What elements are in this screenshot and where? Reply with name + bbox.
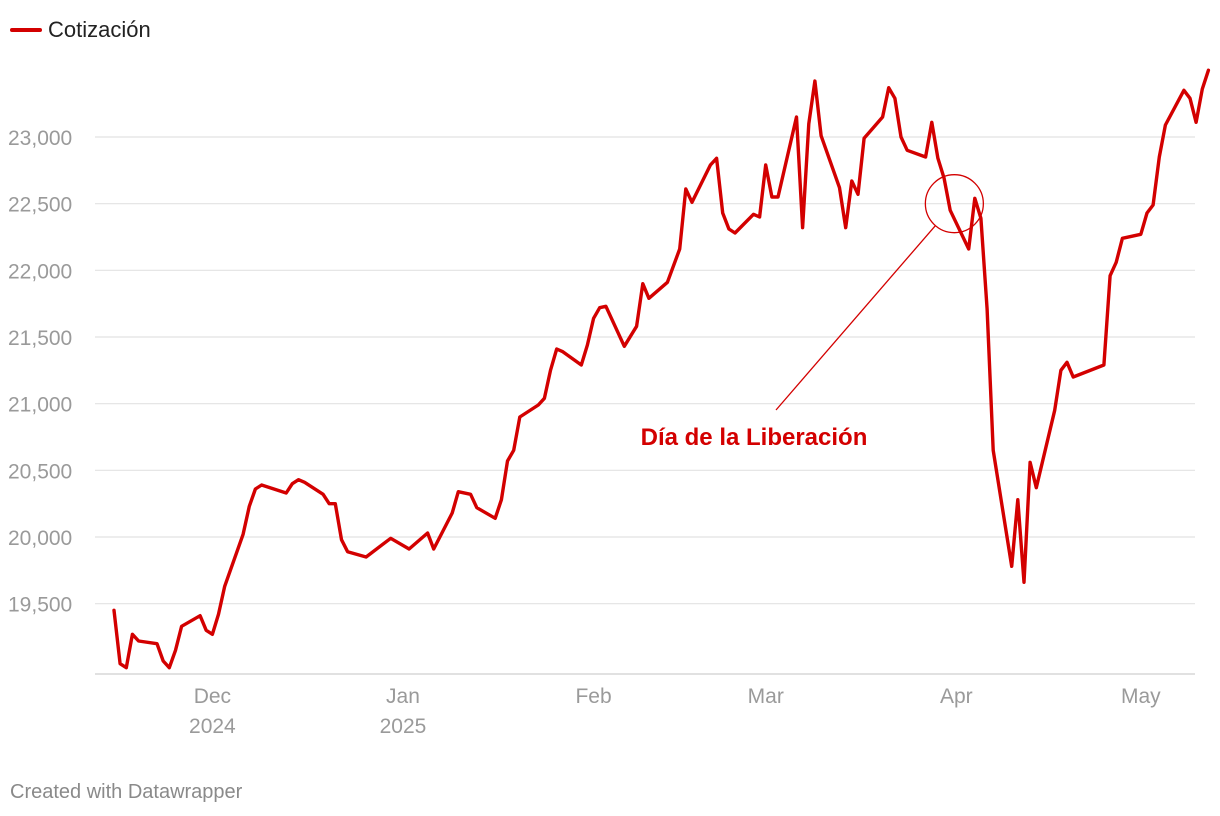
x-tick-label: Jan bbox=[386, 685, 420, 708]
gridlines bbox=[95, 136, 1195, 675]
x-tick-label: Mar bbox=[748, 685, 784, 708]
x-tick-sublabel: 2025 bbox=[380, 715, 427, 738]
x-tick-label: Apr bbox=[940, 685, 973, 708]
y-tick-label: 20,000 bbox=[8, 527, 72, 550]
series-line bbox=[112, 68, 1211, 670]
y-tick-label: 21,500 bbox=[8, 327, 72, 350]
y-axis: 19,500 20,000 20,500 21,000 21,500 22,000 22,5… bbox=[8, 127, 72, 617]
series-layer bbox=[112, 68, 1211, 670]
annotation: Día de la Liberación bbox=[641, 174, 985, 451]
y-tick-label: 22,500 bbox=[8, 194, 72, 217]
x-tick-label: Dec bbox=[194, 685, 231, 708]
legend-label: Cotización bbox=[48, 17, 151, 42]
y-tick-label: 20,500 bbox=[8, 460, 72, 483]
annotation-label: Día de la Liberación bbox=[641, 424, 868, 451]
x-tick-label: Feb bbox=[575, 685, 611, 708]
y-tick-label: 21,000 bbox=[8, 394, 72, 417]
credit-text: Created with Datawrapper bbox=[10, 781, 243, 803]
annotation-leader-line bbox=[775, 225, 936, 411]
y-tick-label: 23,000 bbox=[8, 127, 72, 150]
x-tick-label: May bbox=[1121, 685, 1161, 708]
legend: Cotización bbox=[10, 17, 151, 43]
x-axis: Dec 2024 Jan 2025 Feb Mar Apr May bbox=[189, 685, 1161, 738]
x-tick-sublabel: 2024 bbox=[189, 715, 236, 738]
y-tick-label: 22,000 bbox=[8, 260, 72, 283]
legend-swatch bbox=[10, 28, 42, 32]
annotation-circle bbox=[924, 174, 985, 234]
y-tick-label: 19,500 bbox=[8, 594, 72, 617]
